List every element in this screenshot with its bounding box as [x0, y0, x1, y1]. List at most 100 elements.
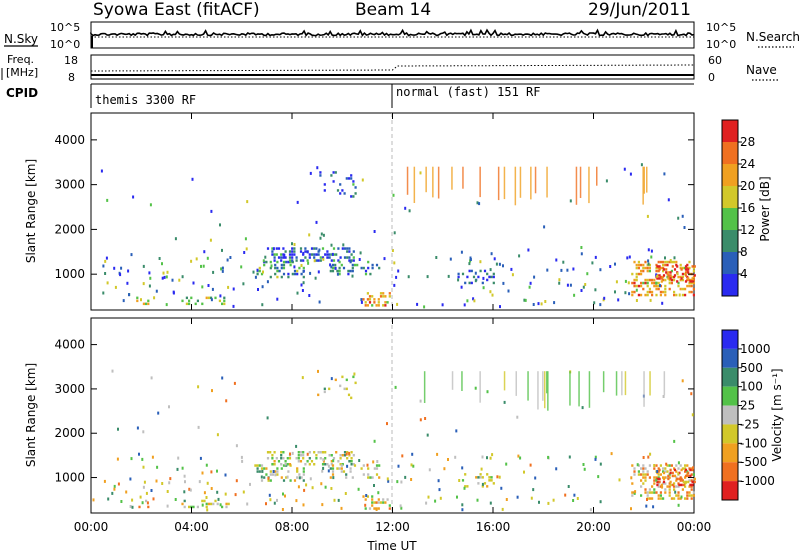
data-cell — [666, 272, 669, 276]
data-point — [219, 223, 221, 227]
data-point — [361, 178, 364, 182]
data-cell — [266, 457, 270, 460]
data-cell — [300, 272, 303, 276]
data-cell — [657, 284, 660, 288]
data-cell — [644, 281, 647, 285]
data-point — [205, 463, 208, 467]
data-cell — [308, 253, 311, 256]
data-point — [527, 248, 530, 252]
data-point — [106, 281, 109, 285]
data-cell — [352, 454, 355, 457]
colorbar-tick-label: 1000 — [740, 342, 771, 356]
data-cell — [691, 277, 694, 280]
data-cell — [304, 247, 307, 250]
data-cell — [662, 275, 665, 279]
data-streak — [530, 166, 532, 200]
data-cell — [686, 491, 689, 494]
data-point — [295, 499, 298, 503]
data-cell — [338, 272, 341, 276]
data-cell — [673, 268, 677, 271]
data-cell — [675, 479, 678, 482]
data-cell — [310, 460, 314, 463]
data-cell — [332, 247, 336, 250]
data-cell — [280, 454, 283, 457]
data-point — [678, 293, 681, 297]
data-point — [395, 275, 398, 279]
data-point — [233, 381, 236, 385]
data-point — [505, 462, 508, 466]
data-point — [302, 269, 305, 273]
data-point — [337, 498, 340, 502]
data-cell — [657, 467, 660, 470]
data-point — [650, 255, 653, 259]
data-cell — [364, 301, 367, 304]
data-cell — [668, 287, 671, 291]
data-point — [307, 261, 310, 265]
data-cell — [218, 299, 221, 303]
data-cell — [679, 275, 682, 279]
data-point — [447, 274, 450, 278]
data-cell — [679, 464, 682, 467]
data-point — [157, 411, 160, 415]
data-cell — [216, 502, 219, 506]
data-cell — [367, 467, 370, 470]
data-point — [677, 461, 680, 465]
data-point — [176, 467, 179, 471]
data-point — [240, 455, 243, 459]
data-point — [365, 494, 368, 497]
data-streak — [649, 371, 651, 396]
data-cell — [300, 476, 303, 479]
data-point — [128, 293, 130, 297]
data-point — [386, 477, 389, 481]
data-point — [366, 463, 369, 467]
data-point — [269, 498, 272, 502]
data-cell — [353, 263, 357, 267]
data-cell — [313, 247, 316, 250]
data-point — [242, 282, 245, 286]
data-point — [107, 497, 110, 501]
velocity-colorbar-label: Velocity [m s⁻¹] — [770, 368, 784, 461]
data-cell — [280, 275, 283, 279]
data-point — [206, 508, 209, 512]
data-cell — [472, 275, 476, 279]
data-cell — [282, 451, 285, 454]
data-point — [117, 427, 119, 431]
data-point — [427, 495, 430, 499]
data-cell — [382, 295, 385, 298]
data-cell — [351, 263, 354, 267]
data-point — [260, 475, 263, 479]
data-cell — [288, 253, 292, 256]
data-cell — [662, 269, 665, 273]
data-point — [419, 418, 422, 422]
data-cell — [288, 457, 292, 460]
data-point — [162, 271, 165, 275]
data-cell — [670, 497, 673, 500]
data-cell — [323, 189, 326, 192]
data-cell — [464, 473, 467, 476]
data-point — [220, 267, 223, 271]
data-cell — [273, 259, 276, 262]
data-cell — [352, 250, 355, 253]
data-cell — [675, 464, 678, 467]
data-cell — [673, 482, 676, 485]
data-cell — [479, 473, 482, 476]
data-cell — [642, 476, 645, 479]
data-cell — [684, 268, 688, 271]
data-cell — [637, 272, 640, 276]
data-cell — [183, 499, 186, 503]
data-point — [296, 291, 299, 295]
data-cell — [329, 476, 332, 479]
data-cell — [670, 281, 673, 285]
data-point — [529, 463, 532, 467]
x-tick-label: 12:00 — [375, 520, 410, 534]
data-cell — [277, 256, 281, 259]
data-cell — [328, 387, 331, 391]
data-point — [605, 179, 608, 183]
data-point — [584, 283, 587, 286]
data-cell — [687, 480, 690, 484]
data-cell — [339, 457, 342, 460]
data-cell — [324, 463, 327, 466]
data-point — [320, 482, 323, 486]
data-cell — [377, 498, 380, 501]
data-cell — [280, 451, 283, 454]
